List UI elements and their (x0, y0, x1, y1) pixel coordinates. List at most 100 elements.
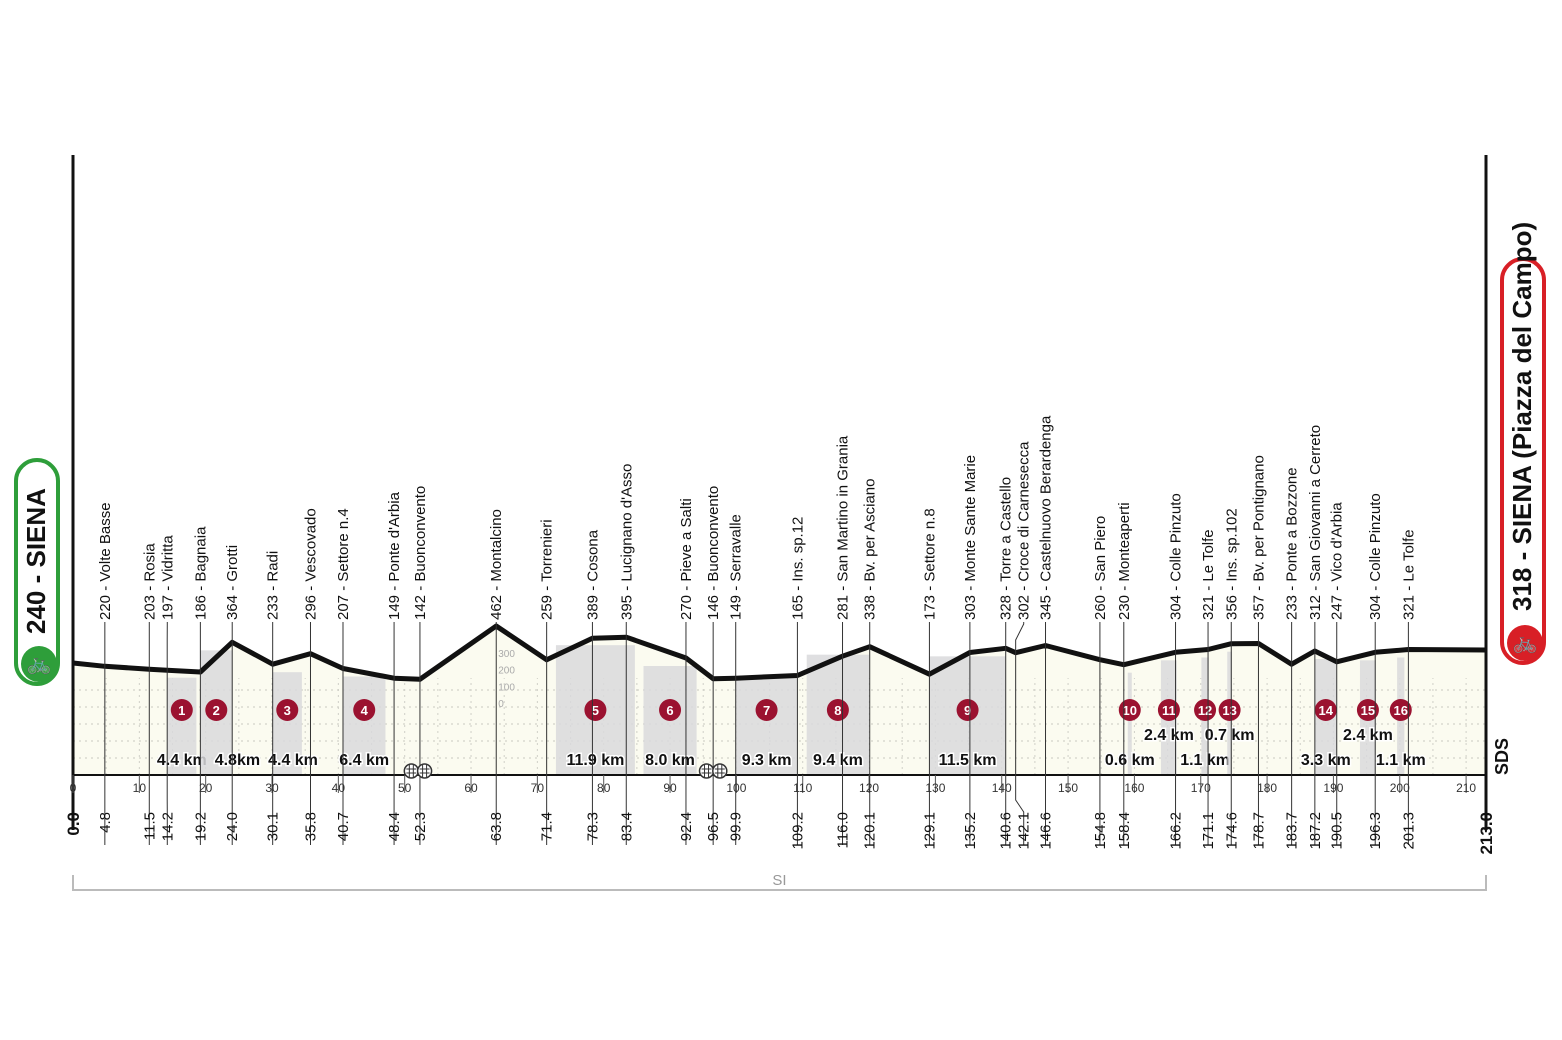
sector-area (735, 677, 798, 775)
waypoint-label: 395 - Lucignano d'Asso (618, 464, 635, 620)
waypoint-km: 190.5 (1329, 812, 1346, 850)
finish-label: 318 - SIENA (Piazza del Campo) (1507, 221, 1537, 611)
x-tick-label: 150 (1058, 781, 1078, 795)
sector-badge (170, 699, 193, 721)
waypoint-km: 140.6 (998, 812, 1015, 850)
x-tick-label: 200 (1390, 781, 1410, 795)
waypoint-label: 321 - Le Tolfe (1400, 529, 1417, 620)
sector-length: 4.4 km (268, 752, 318, 769)
sector-length: 9.3 km (742, 752, 792, 769)
cyclist-icon: 🚲 (21, 646, 57, 682)
waypoint-km: 14.2 (159, 812, 176, 841)
waypoint-km: 201.3 (1400, 812, 1417, 850)
waypoint-label: 321 - Le Tolfe (1200, 529, 1217, 620)
start-km: 0.0 (64, 812, 83, 836)
waypoint-km: 48.4 (386, 812, 403, 841)
sector-length: 11.5 km (939, 752, 997, 769)
sector-length: 1.1 km (1180, 752, 1230, 769)
x-tick-label: 70 (531, 781, 545, 795)
waypoint-line (1015, 622, 1025, 775)
waypoint-km: 135.2 (962, 812, 979, 850)
waypoint-km: 171.1 (1200, 812, 1217, 850)
waypoint-label: 357 - Bv. per Pontignano (1250, 455, 1267, 620)
level-crossing-icon (419, 765, 430, 777)
waypoint-label: 259 - Torrenieri (539, 519, 556, 620)
elevation-scale-label: 100 (498, 682, 515, 693)
waypoint-label: 233 - Radi (265, 551, 282, 620)
level-crossing-icon (712, 763, 728, 779)
waypoint-km: 40.7 (335, 812, 352, 841)
start-badge: 240 - SIENA 🚲 (14, 458, 60, 686)
x-tick-label: 80 (597, 781, 611, 795)
level-crossing-icon (416, 763, 433, 779)
waypoint-label: 345 - Castelnuovo Berardenga (1038, 415, 1055, 620)
sector-length: 0.6 km (1105, 752, 1155, 769)
start-label: 240 - SIENA (21, 488, 51, 634)
x-tick-label: 210 (1456, 781, 1476, 795)
region-bracket (72, 875, 1487, 891)
sector-number: 8 (834, 703, 841, 718)
x-tick-label: 100 (726, 781, 746, 795)
sector-number: 12 (1198, 703, 1212, 718)
x-tick-label: 10 (133, 781, 147, 795)
finish-km: 213.0 (1477, 812, 1496, 855)
waypoint-km: 196.3 (1367, 812, 1384, 850)
waypoint-km: 146.6 (1038, 812, 1055, 850)
sector-length: 9.4 km (813, 752, 863, 769)
waypoint-label: 462 - Montalcino (488, 509, 505, 620)
sector-length: 0.7 km (1205, 727, 1255, 744)
waypoint-label: 270 - Pieve a Salti (678, 498, 695, 620)
waypoint-label: 149 - Serravalle (728, 514, 745, 620)
waypoint-km: 116.0 (835, 812, 852, 848)
waypoint-km: 158.4 (1116, 812, 1133, 850)
waypoint-km: 166.2 (1168, 812, 1185, 850)
waypoint-label: 296 - Vescovado (302, 508, 319, 620)
waypoint-km: 35.8 (302, 812, 319, 841)
sector-length: 8.0 km (645, 752, 695, 769)
waypoint-km: 52.3 (412, 812, 429, 841)
waypoint-km: 120.1 (862, 812, 879, 850)
sector-length: 11.9 km (566, 752, 624, 769)
level-crossing-icon (698, 763, 715, 779)
waypoint-km: 129.1 (921, 812, 938, 850)
sector-length: 4.8km (215, 752, 260, 769)
sector-badge (205, 699, 228, 721)
sector-length: 6.4 km (339, 752, 389, 769)
cyclist-icon: 🚲 (1507, 625, 1543, 661)
waypoint-label: 281 - San Martino in Grania (835, 435, 852, 620)
level-crossing-icon (714, 765, 725, 777)
sector-length: 2.4 km (1144, 727, 1194, 744)
level-crossing-icon (403, 763, 420, 779)
x-tick-label: 180 (1257, 781, 1277, 795)
waypoint-line (1015, 775, 1025, 845)
x-tick-label: 60 (464, 781, 478, 795)
sector-badge (1157, 699, 1180, 721)
waypoint-label: 186 - Bagnaia (192, 526, 209, 620)
waypoint-km: 4.8 (97, 812, 114, 833)
x-tick-label: 130 (925, 781, 945, 795)
waypoint-label: 302 - Croce di Carnesecca (1016, 441, 1033, 620)
waypoint-label: 247 - Vico d'Arbia (1329, 502, 1346, 620)
waypoint-label: 260 - San Piero (1092, 516, 1109, 620)
sector-number: 3 (284, 703, 291, 718)
sector-badge (826, 699, 849, 721)
region-label: SI (772, 872, 786, 889)
sector-badge (276, 699, 299, 721)
waypoint-km: 78.3 (584, 812, 601, 841)
waypoint-km: 96.5 (705, 812, 722, 841)
waypoint-km: 183.7 (1284, 812, 1301, 850)
sector-number: 1 (178, 703, 185, 718)
sds-logo: SDS (1492, 738, 1512, 775)
sector-number: 4 (361, 703, 369, 718)
waypoint-label: 356 - Ins. sp.102 (1223, 508, 1240, 620)
waypoint-km: 154.8 (1092, 812, 1109, 850)
sector-badge (1389, 699, 1412, 721)
x-tick-label: 190 (1323, 781, 1343, 795)
x-tick-label: 0 (70, 781, 77, 795)
waypoint-km: 11.5 (141, 812, 158, 840)
waypoint-label: 220 - Volte Basse (97, 502, 114, 620)
x-tick-label: 160 (1124, 781, 1144, 795)
sector-number: 13 (1222, 703, 1236, 718)
elevation-scale-label: 300 (498, 649, 515, 660)
sector-length: 2.4 km (1343, 727, 1393, 744)
